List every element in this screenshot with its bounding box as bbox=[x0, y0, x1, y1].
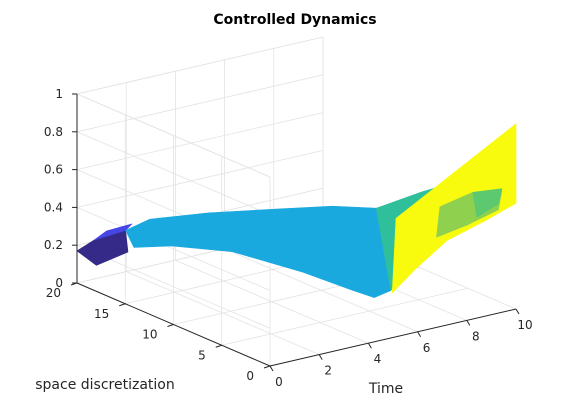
y-tick-label: 5 bbox=[198, 348, 206, 362]
x-tick-label: 2 bbox=[324, 364, 332, 378]
grid-line-back-z bbox=[76, 74, 324, 133]
grid-line-side-z bbox=[76, 207, 271, 291]
z-tick-label: 0 bbox=[55, 276, 63, 290]
box-edge bbox=[76, 36, 324, 95]
y-tick-mark bbox=[167, 324, 174, 327]
y-tick-mark bbox=[215, 344, 222, 348]
y-tick-mark bbox=[263, 365, 271, 369]
x-axis-line bbox=[269, 308, 517, 367]
x-axis-label: Time bbox=[368, 381, 403, 397]
x-tick-mark bbox=[466, 320, 471, 326]
z-tick-label: 1 bbox=[55, 87, 63, 101]
y-tick-label: 20 bbox=[46, 286, 61, 300]
y-tick-label: 0 bbox=[246, 369, 254, 383]
y-tick-mark bbox=[119, 303, 126, 307]
y-axis-label: space discretization bbox=[35, 377, 174, 393]
surface bbox=[76, 123, 517, 298]
x-tick-mark bbox=[318, 354, 323, 360]
surface-patch-green-dark bbox=[472, 188, 503, 218]
x-tick-label: 4 bbox=[374, 352, 382, 366]
x-tick-label: 6 bbox=[423, 341, 431, 355]
x-tick-mark bbox=[417, 331, 422, 338]
grid-line-floor-y bbox=[221, 287, 468, 346]
box-edge bbox=[76, 93, 271, 178]
y-tick-label: 10 bbox=[142, 328, 157, 342]
chart-title: Controlled Dynamics bbox=[213, 12, 376, 28]
grid-line-back-z bbox=[76, 150, 324, 208]
axes bbox=[70, 93, 520, 372]
x-tick-label: 8 bbox=[472, 329, 480, 343]
x-tick-label: 0 bbox=[275, 375, 283, 389]
z-tick-label: 0.6 bbox=[44, 163, 63, 177]
x-tick-mark bbox=[269, 365, 274, 372]
x-tick-mark bbox=[367, 342, 372, 349]
y-tick-label: 15 bbox=[94, 307, 109, 321]
x-tick-mark bbox=[515, 308, 520, 315]
surface-patch-tail-edge bbox=[93, 223, 133, 241]
z-tick-label: 0.8 bbox=[44, 125, 63, 139]
grid-line-back-z bbox=[76, 112, 324, 170]
surface-patch-tail bbox=[76, 230, 129, 266]
z-tick-label: 0.4 bbox=[44, 200, 63, 214]
x-tick-label: 10 bbox=[517, 318, 532, 332]
surface-patch-main bbox=[125, 205, 392, 298]
grid-line-side-z bbox=[76, 131, 271, 216]
z-tick-label: 0.2 bbox=[44, 238, 63, 252]
